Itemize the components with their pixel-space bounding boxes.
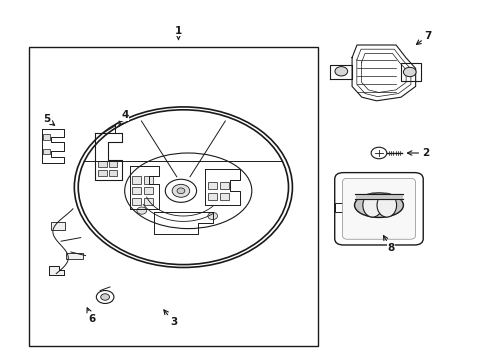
Text: 8: 8 — [383, 236, 394, 253]
Ellipse shape — [124, 153, 251, 229]
Circle shape — [334, 67, 347, 76]
Ellipse shape — [354, 193, 403, 217]
Bar — [66, 253, 83, 259]
Circle shape — [101, 294, 109, 300]
Polygon shape — [351, 45, 415, 101]
Bar — [400, 63, 420, 81]
Bar — [220, 182, 228, 189]
Text: 6: 6 — [87, 308, 95, 324]
Polygon shape — [49, 266, 63, 275]
Text: 1: 1 — [175, 26, 182, 39]
Polygon shape — [329, 65, 351, 79]
Circle shape — [177, 188, 184, 194]
Text: 3: 3 — [163, 310, 177, 327]
Circle shape — [74, 107, 292, 267]
Bar — [29, 47, 317, 346]
Ellipse shape — [376, 193, 396, 217]
FancyBboxPatch shape — [342, 179, 415, 239]
Bar — [108, 161, 117, 167]
Bar — [334, 203, 344, 212]
Bar — [42, 149, 50, 154]
Circle shape — [96, 291, 114, 303]
Bar — [98, 170, 106, 176]
Circle shape — [172, 184, 189, 197]
Bar — [220, 193, 228, 200]
Circle shape — [370, 147, 386, 159]
Bar — [207, 193, 216, 200]
FancyBboxPatch shape — [334, 173, 422, 245]
Bar — [144, 198, 153, 205]
Bar — [132, 198, 141, 205]
Circle shape — [137, 207, 146, 214]
Text: 4: 4 — [119, 110, 128, 126]
Bar — [98, 161, 106, 167]
Bar — [144, 176, 153, 184]
Circle shape — [207, 212, 217, 220]
Bar — [51, 222, 65, 230]
Text: 7: 7 — [416, 31, 431, 44]
Circle shape — [403, 67, 415, 77]
Bar — [42, 134, 50, 140]
Text: 5: 5 — [43, 114, 55, 125]
Bar — [144, 187, 153, 194]
Text: 2: 2 — [407, 148, 428, 158]
Ellipse shape — [362, 193, 382, 217]
Bar — [108, 170, 117, 176]
Bar — [132, 187, 141, 194]
Bar — [132, 176, 141, 184]
Circle shape — [165, 179, 196, 202]
Bar — [207, 182, 216, 189]
